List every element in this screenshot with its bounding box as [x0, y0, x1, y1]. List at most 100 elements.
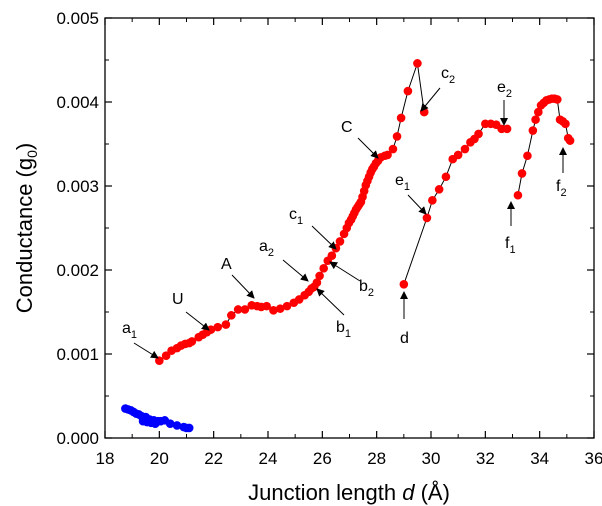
data-point [517, 169, 527, 178]
annotation-base: A [221, 256, 232, 273]
x-tick-label: 28 [367, 449, 386, 468]
annotation-base: e [395, 172, 404, 189]
data-point [561, 119, 570, 129]
y-tick-label: 0.004 [56, 93, 99, 112]
annotation-subscript: 2 [268, 247, 274, 259]
annotation-arrow [407, 194, 427, 215]
data-point [233, 305, 243, 314]
annotation-base: b [336, 319, 345, 336]
data-point [155, 356, 164, 366]
annotation-label: C [341, 119, 353, 136]
annotation-base: f [505, 235, 510, 252]
annotation-subscript: 2 [506, 88, 512, 100]
annotation-label: A [221, 256, 232, 273]
y-tick-label: 0.003 [56, 177, 99, 196]
data-point [453, 150, 463, 160]
data-point [513, 190, 523, 200]
data-point [396, 113, 406, 123]
y-tick-label: 0.000 [56, 429, 99, 448]
data-point [422, 213, 432, 223]
annotation-label: e2 [497, 79, 512, 100]
data-point [335, 237, 345, 246]
annotation-label: b1 [336, 319, 351, 340]
data-point [213, 322, 223, 332]
data-point [383, 150, 392, 160]
data-point [187, 337, 197, 346]
data-point [419, 107, 429, 117]
data-point [161, 351, 171, 360]
x-tick-label: 20 [150, 449, 169, 468]
data-point [172, 421, 182, 430]
data-point [403, 86, 413, 96]
annotation-base: c [441, 65, 449, 82]
annotation-base: c [289, 206, 297, 223]
x-tick-label: 26 [313, 449, 332, 468]
annotation-label: c1 [289, 206, 303, 227]
data-point [165, 419, 175, 429]
annotation-subscript: 1 [345, 328, 351, 340]
data-point [434, 185, 444, 194]
data-point [275, 304, 285, 313]
x-tick-label: 32 [476, 449, 495, 468]
y-tick-label: 0.001 [56, 345, 99, 364]
x-tick-label: 34 [530, 449, 549, 468]
annotation-subscript: 2 [368, 287, 374, 299]
data-point [531, 115, 540, 124]
data-point [460, 144, 470, 154]
annotation-label: d [400, 330, 409, 347]
annotation-base: e [497, 79, 506, 96]
data-point [523, 151, 532, 161]
data-point [528, 126, 538, 135]
annotation-arrow [316, 288, 345, 316]
annotation-label: a1 [122, 320, 137, 341]
y-axis-title-part-3: ) [12, 143, 37, 150]
x-tick-label: 36 [585, 449, 602, 468]
x-tick-label: 22 [204, 449, 223, 468]
data-point [282, 301, 292, 311]
x-tick-labels: 18 20 22 24 26 28 30 32 34 36 [96, 449, 602, 468]
data-point [388, 144, 398, 154]
data-point [474, 129, 483, 139]
annotation-label: U [172, 291, 184, 308]
series-line [403, 123, 508, 285]
data-point [413, 59, 422, 68]
annotation-arrow [357, 137, 379, 159]
annotation-subscript: 2 [560, 187, 566, 199]
annotation-label: e1 [395, 172, 410, 193]
data-point [269, 306, 278, 315]
y-axis-title-part-1: Conductance (g [12, 158, 37, 313]
annotation-arrow [133, 342, 159, 359]
y-tick-label: 0.002 [56, 261, 99, 280]
annotation-base: U [172, 291, 184, 308]
annotation-subscript: 1 [509, 244, 515, 256]
y-tick-label: 0.005 [56, 9, 99, 28]
y-axis-title: Conductance (g0) [12, 143, 40, 313]
axis-ticks [104, 17, 595, 439]
annotation-subscript: 2 [449, 74, 455, 86]
annotation-base: C [341, 119, 353, 136]
data-point [441, 172, 451, 182]
x-axis-title: Junction length d (Å) [248, 480, 450, 505]
data-point [319, 264, 328, 273]
data-point [240, 305, 250, 314]
data-point [502, 124, 512, 134]
annotation-arrow [185, 311, 210, 331]
annotation-label: f2 [556, 178, 567, 199]
x-tick-label: 30 [422, 449, 441, 468]
annotation-arrow [282, 259, 309, 282]
data-point [227, 311, 236, 320]
annotation-base: a [259, 238, 268, 255]
data-point [312, 278, 322, 287]
x-tick-label: 24 [259, 449, 278, 468]
data-point [534, 107, 543, 117]
data-point [399, 279, 409, 289]
data-point [262, 301, 271, 311]
annotation-arrow [420, 87, 441, 112]
data-point [327, 251, 337, 261]
data-point [553, 95, 562, 104]
y-tick-labels: 0.000 0.001 0.002 0.003 0.004 0.005 [56, 9, 99, 448]
annotation-label: f1 [505, 235, 516, 256]
annotation-subscript: 1 [404, 181, 410, 193]
y-axis-title-sub: 0 [24, 150, 40, 158]
